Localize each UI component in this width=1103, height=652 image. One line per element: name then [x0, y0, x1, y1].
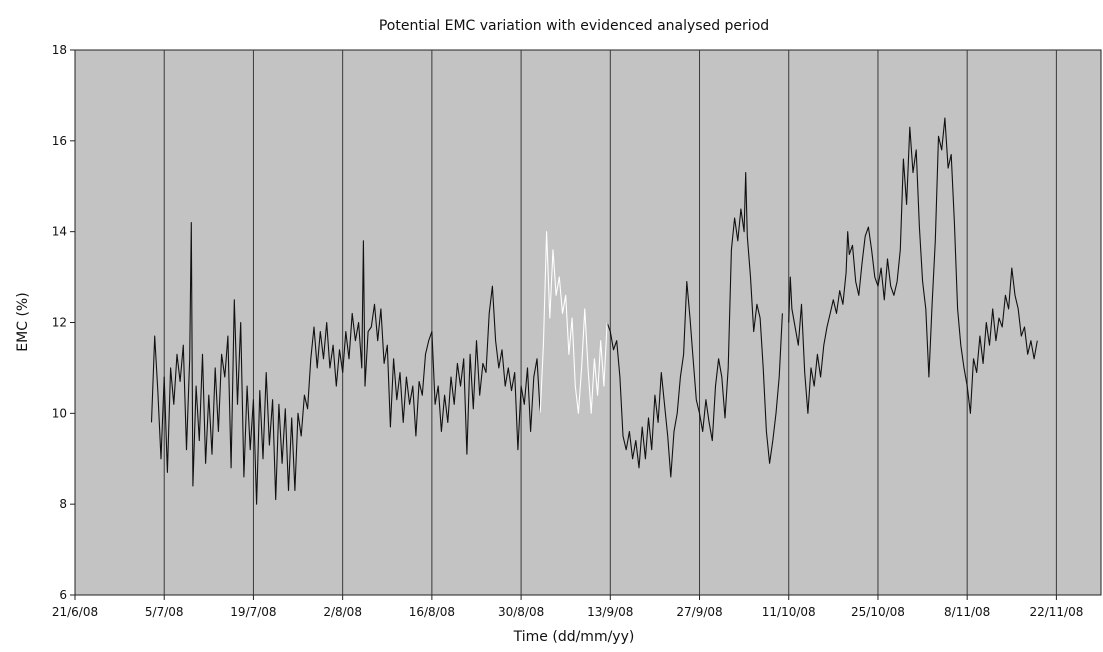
analysed-period-line	[539, 231, 608, 414]
x-tick-label: 25/10/08	[851, 605, 905, 619]
emc-series-line	[788, 117, 1038, 414]
x-tick-label: 19/7/08	[230, 605, 276, 619]
x-tick-label: 2/8/08	[323, 605, 362, 619]
x-tick-label: 8/11/08	[944, 605, 990, 619]
x-tick-label: 27/9/08	[676, 605, 722, 619]
y-tick-label: 8	[59, 497, 67, 511]
x-axis-label: Time (dd/mm/yy)	[513, 629, 635, 645]
y-axis-label: EMC (%)	[15, 292, 31, 351]
y-axis-ticks: 6 8 10 12 14 16 18	[52, 43, 75, 602]
vertical-grid	[163, 50, 1057, 595]
x-axis-ticks: 21/6/08 5/7/08 19/7/08 2/8/08 16/8/08 30/8/08…	[52, 595, 1083, 619]
x-tick-label: 21/6/08	[52, 605, 98, 619]
x-tick-label: 16/8/08	[409, 605, 455, 619]
x-tick-label: 11/10/08	[762, 605, 816, 619]
x-tick-label: 5/7/08	[145, 605, 184, 619]
y-tick-label: 14	[52, 225, 67, 239]
y-tick-label: 16	[52, 134, 67, 148]
y-tick-label: 6	[59, 588, 67, 602]
emc-series-line	[606, 172, 783, 478]
x-tick-label: 30/8/08	[498, 605, 544, 619]
y-tick-label: 10	[52, 406, 67, 420]
chart-title: Potential EMC variation with evidenced a…	[379, 18, 769, 34]
emc-series-line	[150, 222, 541, 505]
y-tick-label: 18	[52, 43, 67, 57]
x-tick-label: 22/11/08	[1029, 605, 1083, 619]
y-tick-label: 12	[52, 316, 67, 330]
x-tick-label: 13/9/08	[587, 605, 633, 619]
plot-area	[74, 49, 1102, 596]
series-layer	[150, 117, 1038, 505]
